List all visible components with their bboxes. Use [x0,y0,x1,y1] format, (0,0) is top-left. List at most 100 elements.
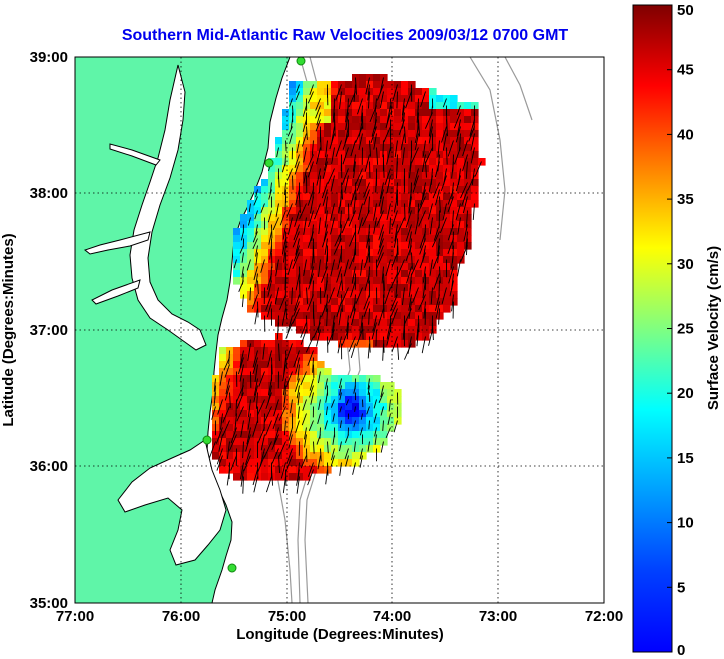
velocity-cell [408,284,416,292]
velocity-cell [296,109,304,117]
velocity-cell [352,109,360,117]
velocity-vector [397,217,405,233]
velocity-vector [325,196,328,214]
velocity-cell [317,375,325,383]
velocity-vector [439,196,441,213]
velocity-vector [397,343,400,360]
velocity-cell [310,102,318,110]
velocity-cell [275,263,283,271]
velocity-vector [336,280,342,297]
velocity-vectors [209,77,482,494]
velocity-cell [345,403,353,411]
velocity-cell [226,368,234,376]
velocity-cell [282,116,290,124]
plot-border [74,56,605,604]
velocity-vector [414,133,419,151]
velocity-cell [310,200,318,208]
velocity-cell [303,193,311,201]
velocity-cell [303,228,311,236]
velocity-vector [348,336,356,352]
velocity-cell [373,333,381,341]
velocity-cell [366,200,374,208]
velocity-vector [362,322,364,340]
velocity-vector [260,434,265,451]
velocity-vector [215,427,223,444]
velocity-vector [309,84,314,96]
velocity-cell [394,95,402,103]
velocity-cell [317,193,325,201]
velocity-vector [274,287,279,305]
velocity-vector [386,203,391,221]
velocity-cell [275,466,283,474]
velocity-vector [295,273,300,291]
velocity-cell [296,116,304,124]
velocity-cell [429,305,437,313]
velocity-vector [226,469,230,486]
velocity-cell [380,326,388,334]
velocity-vector [451,294,454,312]
velocity-cell [387,207,395,215]
velocity-vector [253,476,258,493]
velocity-vector [419,238,426,255]
velocity-vector [396,91,398,109]
velocity-cell [296,123,304,131]
velocity-vector [435,189,440,206]
velocity-cell [450,214,458,222]
velocity-cell [247,277,255,285]
velocity-vector [332,105,335,123]
velocity-cell [443,277,451,285]
velocity-vector [285,301,288,319]
velocity-cell [289,88,297,96]
velocity-vector [339,420,342,429]
velocity-cell [247,347,255,355]
velocity-cell [387,403,395,411]
velocity-cell [324,431,332,439]
velocity-vector [324,420,328,430]
velocity-cell [429,158,437,166]
velocity-vector [376,84,384,101]
velocity-cell [338,102,346,110]
velocity-cell [282,424,290,432]
velocity-vector [470,147,475,164]
velocity-cell [275,298,283,306]
velocity-cell [247,389,255,397]
velocity-cell [261,235,269,243]
velocity-vector [325,406,328,416]
velocity-vector [302,399,307,411]
velocity-cell [233,347,241,355]
velocity-cell [394,319,402,327]
velocity-cell [450,200,458,208]
velocity-vector [324,378,328,390]
velocity-cell [338,144,346,152]
velocity-cell [429,179,437,187]
velocity-cell [429,263,437,271]
velocity-cell [394,214,402,222]
velocity-vector [376,252,384,269]
velocity-cell [415,333,423,341]
velocity-vector [377,245,384,262]
velocity-cell [387,298,395,306]
velocity-vector [355,168,363,185]
velocity-vector [312,280,314,298]
velocity-cell [373,74,381,82]
velocity-cell [359,305,367,313]
velocity-cell [352,123,360,131]
velocity-vector [439,266,441,283]
velocity-vector [419,231,426,249]
velocity-vector [278,343,280,361]
velocity-cell [373,158,381,166]
velocity-vector [391,336,398,353]
velocity-cell [282,256,290,264]
velocity-vector [330,455,335,467]
velocity-vector [255,224,258,235]
velocity-vector [447,140,454,157]
velocity-vector [405,224,412,242]
velocity-cell [366,410,374,418]
velocity-vector [338,308,342,326]
velocity-cell [359,263,367,271]
velocity-cell [359,88,367,96]
velocity-vector [321,231,328,248]
velocity-cell [219,389,227,397]
velocity-cell [317,179,325,187]
velocity-vector [287,259,293,276]
